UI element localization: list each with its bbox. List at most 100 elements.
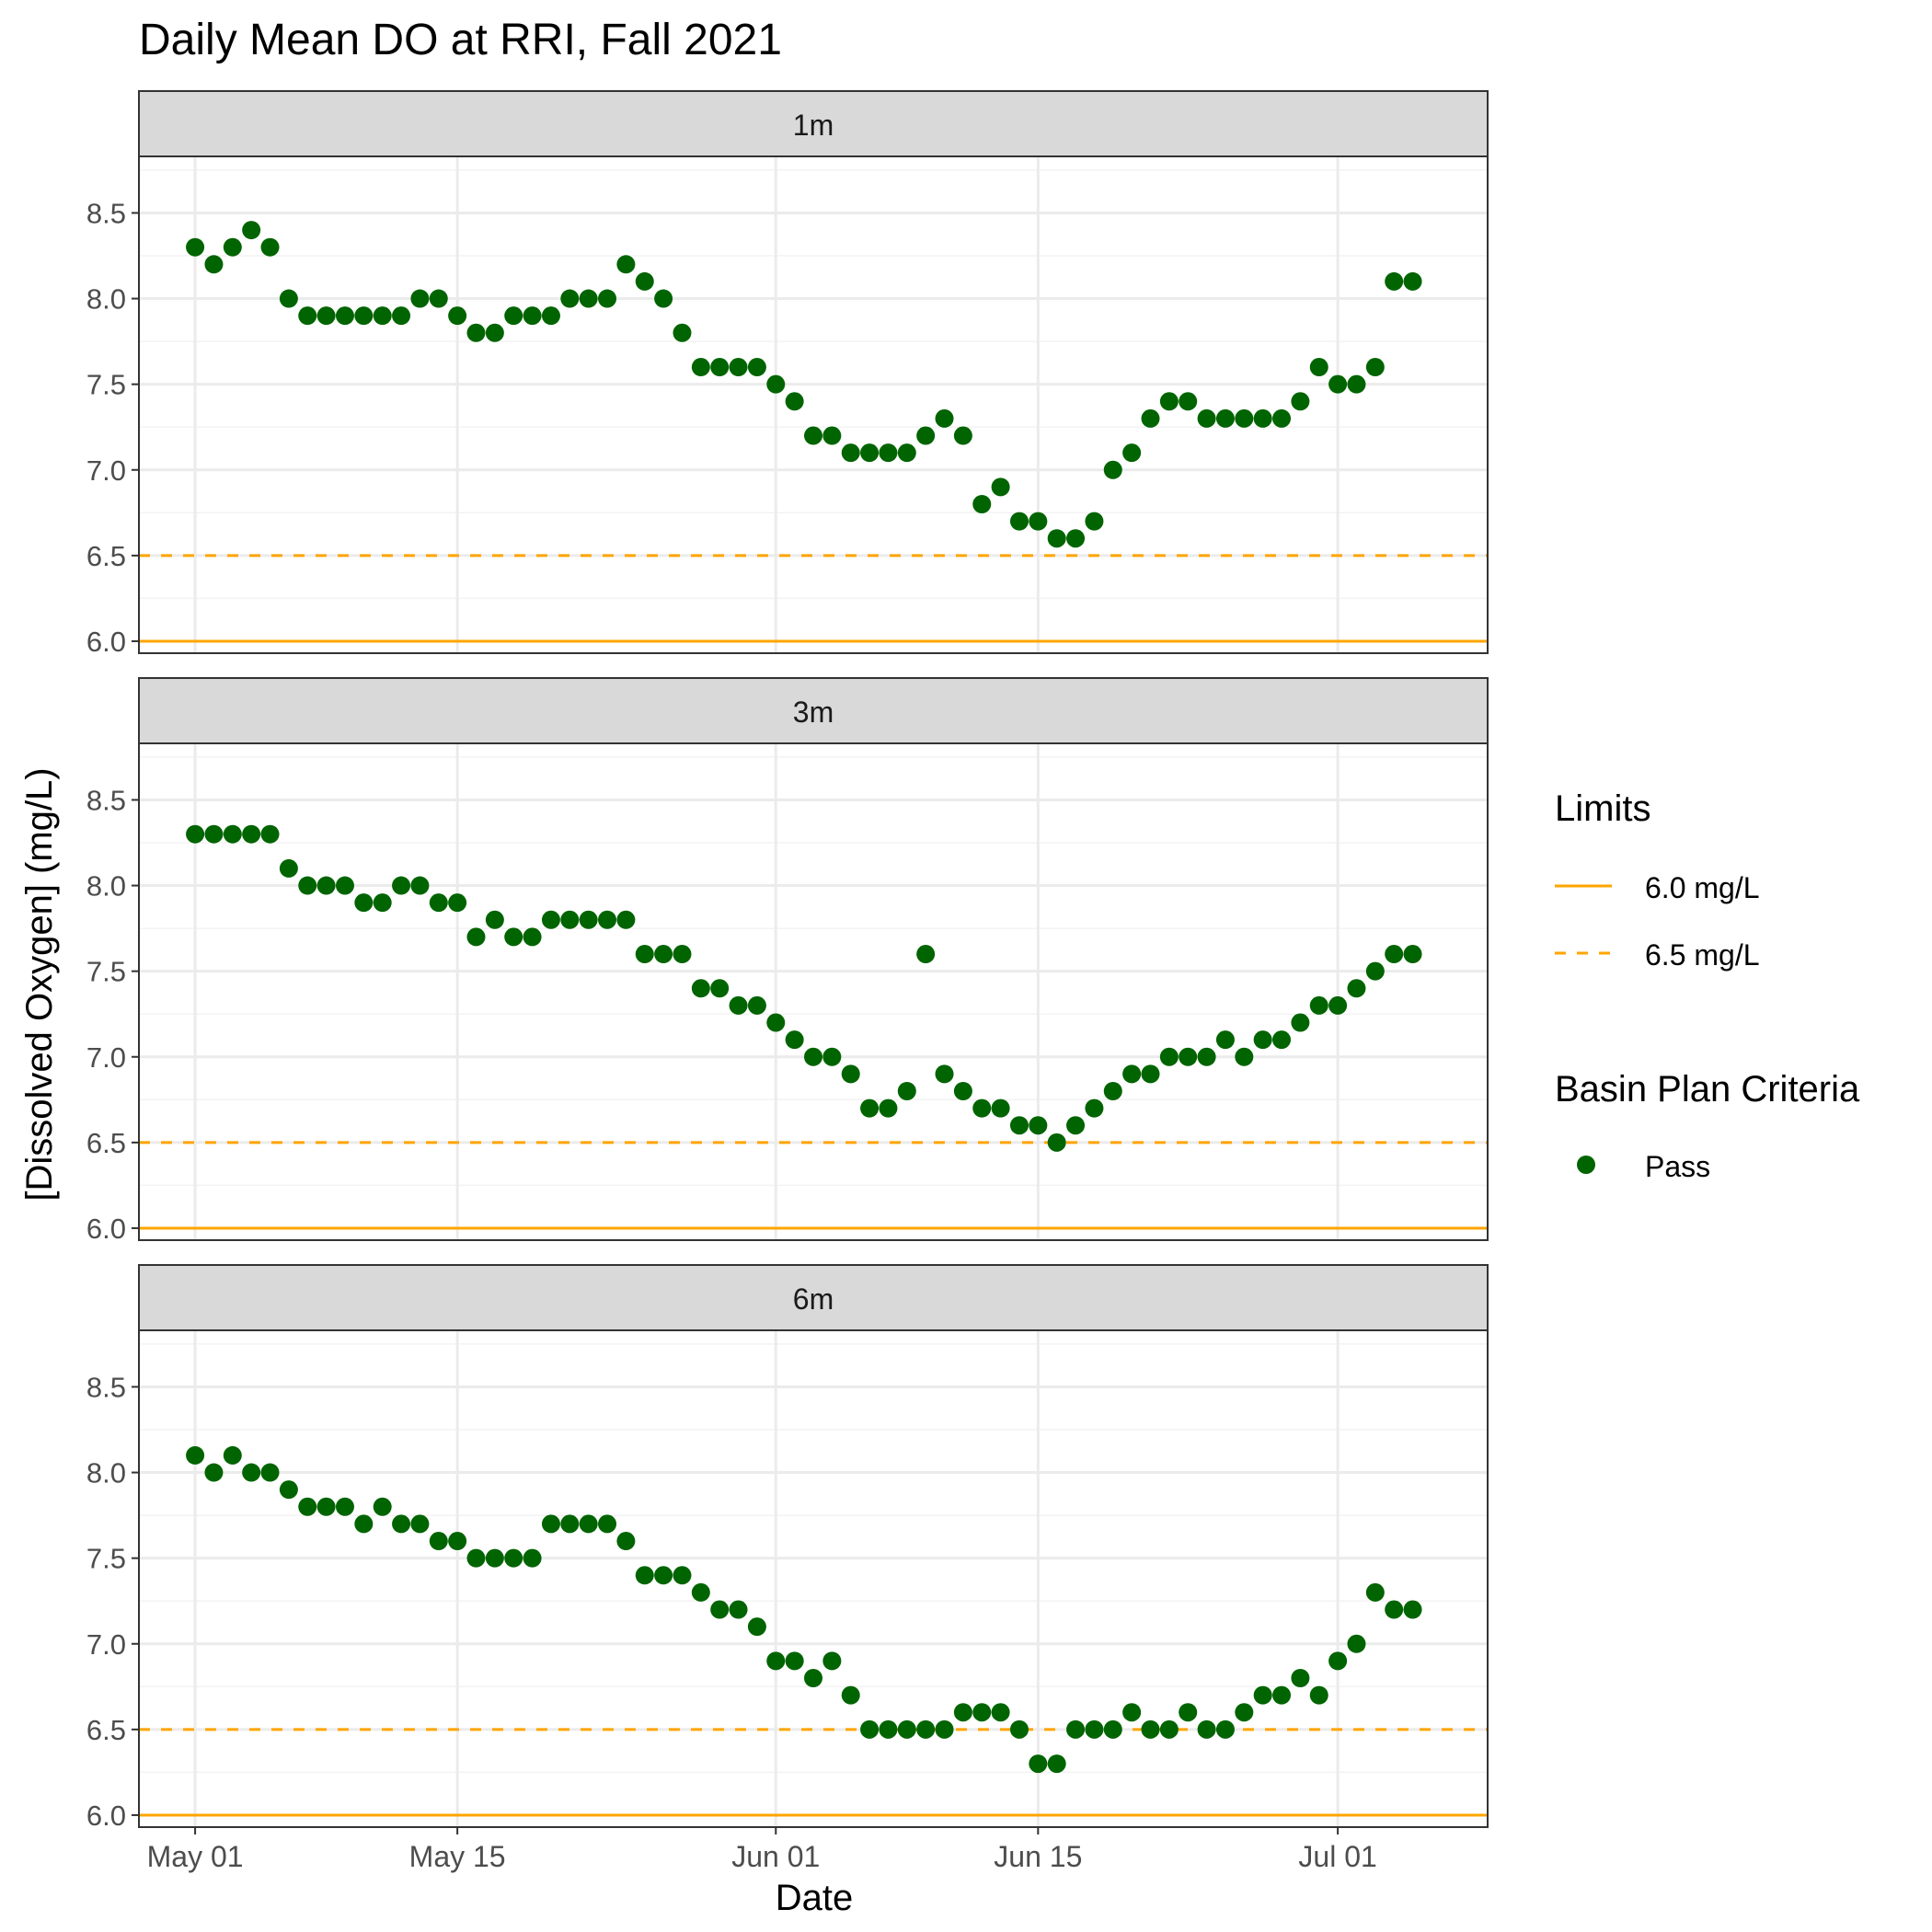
data-point [598,1514,617,1534]
data-point [1365,358,1385,377]
data-point [298,876,317,895]
data-point [729,995,748,1015]
data-point [935,1064,954,1084]
data-point [747,1617,766,1637]
data-point [654,945,673,964]
y-tick-label: 7.5 [86,956,126,988]
data-point [1347,1634,1366,1653]
y-tick-label: 7.5 [86,1543,126,1575]
data-point [429,289,448,308]
x-tick-label: Jul 01 [1298,1840,1376,1873]
data-point [223,824,242,844]
data-point [710,979,730,998]
data-point [298,306,317,326]
data-point [1047,1133,1066,1152]
data-point [392,876,411,895]
data-point [897,1082,916,1100]
data-point [654,289,673,308]
data-point [953,426,972,445]
data-point [186,1445,205,1465]
data-point [579,1514,598,1534]
data-point [242,824,261,844]
x-tick-label: Jun 01 [731,1840,820,1873]
data-point [1291,1669,1310,1687]
data-point [541,306,560,326]
data-point [260,237,280,257]
y-tick-label: 8.5 [86,1371,126,1403]
data-point [635,1566,654,1585]
data-point [279,1480,298,1500]
data-point [1291,392,1310,411]
data-point [1141,1719,1160,1739]
data-point [691,1582,710,1602]
data-point [916,426,936,445]
data-point [654,1566,673,1585]
data-point [260,824,280,844]
data-point [1235,1047,1254,1066]
data-point [541,910,560,929]
data-point [485,323,504,342]
data-point [448,893,467,913]
data-point [186,824,205,844]
data-point [1009,1719,1029,1739]
data-point [1291,1013,1310,1032]
data-point [1066,529,1086,548]
data-point [691,979,710,998]
panel-frame [138,1329,1489,1828]
data-point [991,1703,1010,1722]
facet-strip [138,90,1489,157]
chart-title: Daily Mean DO at RRI, Fall 2021 [139,16,782,64]
x-axis: May 01 May 15 Jun 01 Jun 15 Jul 01 [147,1827,1377,1873]
legend-criteria-title: Basin Plan Criteria [1555,1069,1860,1110]
data-point [916,945,936,964]
data-point [242,221,261,240]
data-point [616,255,636,274]
x-axis-label: Date [776,1878,854,1918]
data-point [204,1463,224,1482]
data-point [1272,408,1292,428]
data-point [392,306,411,326]
data-point [1085,1098,1104,1118]
y-tick-label: 7.0 [86,1041,126,1074]
data-point [373,893,392,913]
data-point [1385,1600,1404,1619]
data-point [822,1651,842,1671]
y-tick-label: 6.0 [86,1213,126,1245]
data-point [972,1098,992,1118]
data-point [1122,1064,1142,1084]
data-point [673,1566,692,1585]
data-point [616,910,636,929]
data-point [1347,374,1366,394]
facet-strip [138,677,1489,744]
data-point [822,426,842,445]
data-point [373,1497,392,1516]
data-point [897,443,916,463]
data-point [1197,1047,1216,1066]
panel-frame [138,742,1489,1241]
data-point [242,1463,261,1482]
data-point [523,927,542,947]
data-point [335,876,354,895]
data-point [1009,512,1029,531]
data-point [560,910,580,929]
x-tick-label: Jun 15 [994,1840,1082,1873]
data-point [1235,1703,1254,1722]
data-point [204,255,224,274]
data-point [354,893,374,913]
data-point [1009,1116,1029,1135]
data-point [373,306,392,326]
data-point [766,1651,786,1671]
data-point [766,1013,786,1032]
data-point [1047,1754,1066,1774]
data-point [1309,995,1328,1015]
y-axis-label: [Dissolved Oxygen] (mg/L) [19,767,60,1201]
data-point [1179,1703,1198,1722]
y-tick-label: 7.0 [86,454,126,487]
data-point [279,858,298,878]
data-point [1309,1685,1328,1705]
data-point [804,426,822,445]
data-point [822,1047,842,1066]
data-point [879,443,898,463]
data-point [860,1719,880,1739]
